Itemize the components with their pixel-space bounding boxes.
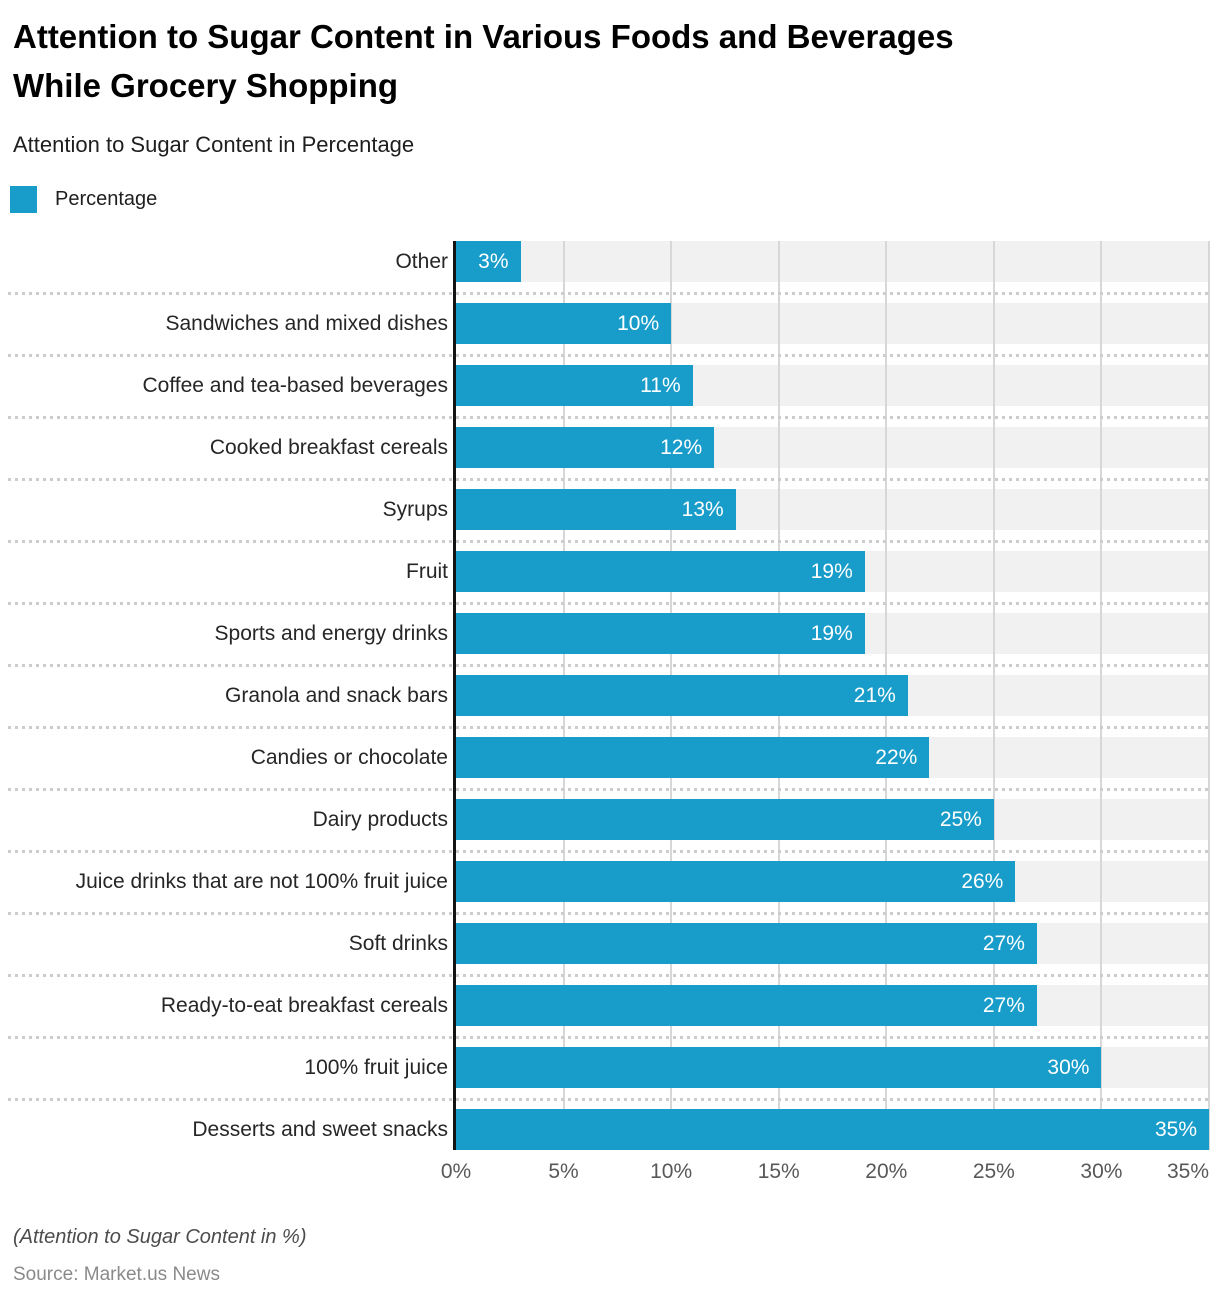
bar: 25% bbox=[456, 799, 994, 840]
bar: 27% bbox=[456, 985, 1037, 1026]
footnote: (Attention to Sugar Content in %) bbox=[13, 1226, 307, 1248]
y-axis-line bbox=[453, 241, 456, 1150]
bar-value-label: 3% bbox=[478, 250, 509, 273]
row-separator bbox=[8, 850, 1208, 853]
category-label: Other bbox=[395, 250, 448, 273]
category-label: Soft drinks bbox=[348, 932, 448, 955]
category-label: Fruit bbox=[406, 560, 448, 583]
bar-value-label: 13% bbox=[681, 498, 724, 521]
plot-area: 3% 10% 11% 12% 13% 19% 19% 21% 22% 25% 26% 27% 27% 30… bbox=[0, 241, 1220, 1150]
bar: 26% bbox=[456, 861, 1016, 902]
bar: 35% bbox=[456, 1109, 1209, 1150]
row-separator bbox=[8, 1098, 1208, 1101]
chart-subtitle: Attention to Sugar Content in Percentage bbox=[13, 132, 415, 157]
bar-value-label: 27% bbox=[982, 994, 1025, 1017]
bar-value-label: 10% bbox=[617, 312, 660, 335]
category-label: Coffee and tea-based beverages bbox=[142, 374, 448, 397]
row-separator bbox=[8, 540, 1208, 543]
row-separator bbox=[8, 664, 1208, 667]
legend: Percentage bbox=[10, 186, 157, 213]
page-title: Attention to Sugar Content in Various Fo… bbox=[13, 12, 954, 110]
row-separator bbox=[8, 788, 1208, 791]
row-separator bbox=[8, 478, 1208, 481]
category-label: Sports and energy drinks bbox=[214, 622, 448, 645]
category-label: 100% fruit juice bbox=[304, 1056, 448, 1079]
bar: 19% bbox=[456, 613, 865, 654]
category-label: Candies or chocolate bbox=[250, 746, 448, 769]
bar-value-label: 19% bbox=[810, 622, 853, 645]
row-separator bbox=[8, 726, 1208, 729]
bar-value-label: 30% bbox=[1047, 1056, 1090, 1079]
title-line-1: Attention to Sugar Content in Various Fo… bbox=[13, 18, 954, 55]
category-band bbox=[456, 241, 1209, 282]
x-tick-label: 5% bbox=[548, 1160, 579, 1183]
x-tick-label: 0% bbox=[440, 1160, 472, 1183]
bar: 11% bbox=[456, 365, 693, 406]
category-label: Dairy products bbox=[312, 808, 448, 831]
category-label: Sandwiches and mixed dishes bbox=[165, 312, 449, 335]
category-label: Desserts and sweet snacks bbox=[192, 1118, 448, 1141]
legend-swatch-icon bbox=[10, 186, 37, 213]
bar-value-label: 22% bbox=[875, 746, 918, 769]
category-label: Juice drinks that are not 100% fruit jui… bbox=[75, 870, 448, 893]
category-label: Ready-to-eat breakfast cereals bbox=[160, 994, 448, 1017]
bar: 10% bbox=[456, 303, 672, 344]
row-separator bbox=[8, 974, 1208, 977]
bar-value-label: 27% bbox=[982, 932, 1025, 955]
bar: 22% bbox=[456, 737, 930, 778]
row-separator bbox=[8, 292, 1208, 295]
row-separator bbox=[8, 912, 1208, 915]
bar: 12% bbox=[456, 427, 715, 468]
category-label: Cooked breakfast cereals bbox=[209, 436, 448, 459]
title-line-2: While Grocery Shopping bbox=[13, 67, 399, 104]
x-tick-label: 10% bbox=[650, 1160, 693, 1183]
bar-value-label: 26% bbox=[961, 870, 1004, 893]
x-tick-label: 20% bbox=[865, 1160, 908, 1183]
category-label: Syrups bbox=[382, 498, 448, 521]
bar: 13% bbox=[456, 489, 736, 530]
bar-value-label: 25% bbox=[939, 808, 982, 831]
row-separator bbox=[8, 602, 1208, 605]
legend-label: Percentage bbox=[55, 188, 158, 210]
x-tick-label: 30% bbox=[1080, 1160, 1123, 1183]
x-tick-label: 15% bbox=[757, 1160, 800, 1183]
x-axis: 0% 5% 10% 15% 20% 25% 30% 35% bbox=[0, 1160, 1220, 1188]
bar-value-label: 12% bbox=[660, 436, 703, 459]
bar: 27% bbox=[456, 923, 1037, 964]
gridline bbox=[992, 241, 995, 1150]
source-credit: Source: Market.us News bbox=[13, 1264, 220, 1285]
bar-value-label: 11% bbox=[640, 374, 681, 397]
row-separator bbox=[8, 416, 1208, 419]
x-tick-label: 35% bbox=[1166, 1160, 1209, 1183]
row-separator bbox=[8, 354, 1208, 357]
bar: 19% bbox=[456, 551, 865, 592]
bar: 30% bbox=[456, 1047, 1102, 1088]
bar-value-label: 35% bbox=[1154, 1118, 1197, 1141]
bar: 3% bbox=[456, 241, 521, 282]
gridline bbox=[1100, 241, 1103, 1150]
x-tick-label: 25% bbox=[972, 1160, 1015, 1183]
bar-value-label: 19% bbox=[810, 560, 853, 583]
bar: 21% bbox=[456, 675, 908, 716]
bar-value-label: 21% bbox=[853, 684, 896, 707]
category-label: Granola and snack bars bbox=[225, 684, 448, 707]
gridline bbox=[1208, 241, 1210, 1150]
row-separator bbox=[8, 1036, 1208, 1039]
